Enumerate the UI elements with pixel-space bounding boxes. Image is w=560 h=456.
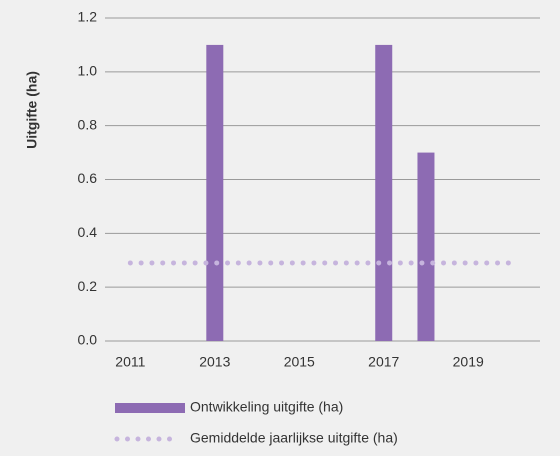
y-tick-label: 0.0: [78, 332, 98, 348]
bar: [417, 152, 435, 341]
x-tick-label: 2017: [368, 354, 399, 370]
y-tick-label: 0.2: [78, 278, 98, 294]
y-tick-label: 1.0: [78, 63, 98, 79]
legend-label: Gemiddelde jaarlijkse uitgifte (ha): [190, 430, 398, 446]
bar: [206, 44, 224, 342]
y-axis-label: Uitgifte (ha): [24, 71, 40, 149]
y-tick-label: 0.6: [78, 170, 98, 186]
legend-swatch: [115, 403, 185, 413]
bar: [375, 44, 393, 342]
y-tick-label: 0.4: [78, 224, 98, 240]
x-tick-label: 2015: [284, 354, 315, 370]
x-tick-label: 2011: [115, 354, 145, 370]
legend-label: Ontwikkeling uitgifte (ha): [190, 399, 343, 415]
x-tick-label: 2019: [453, 354, 484, 370]
y-tick-label: 1.2: [78, 9, 98, 25]
y-tick-label: 0.8: [78, 116, 98, 132]
x-tick-label: 2013: [199, 354, 230, 370]
